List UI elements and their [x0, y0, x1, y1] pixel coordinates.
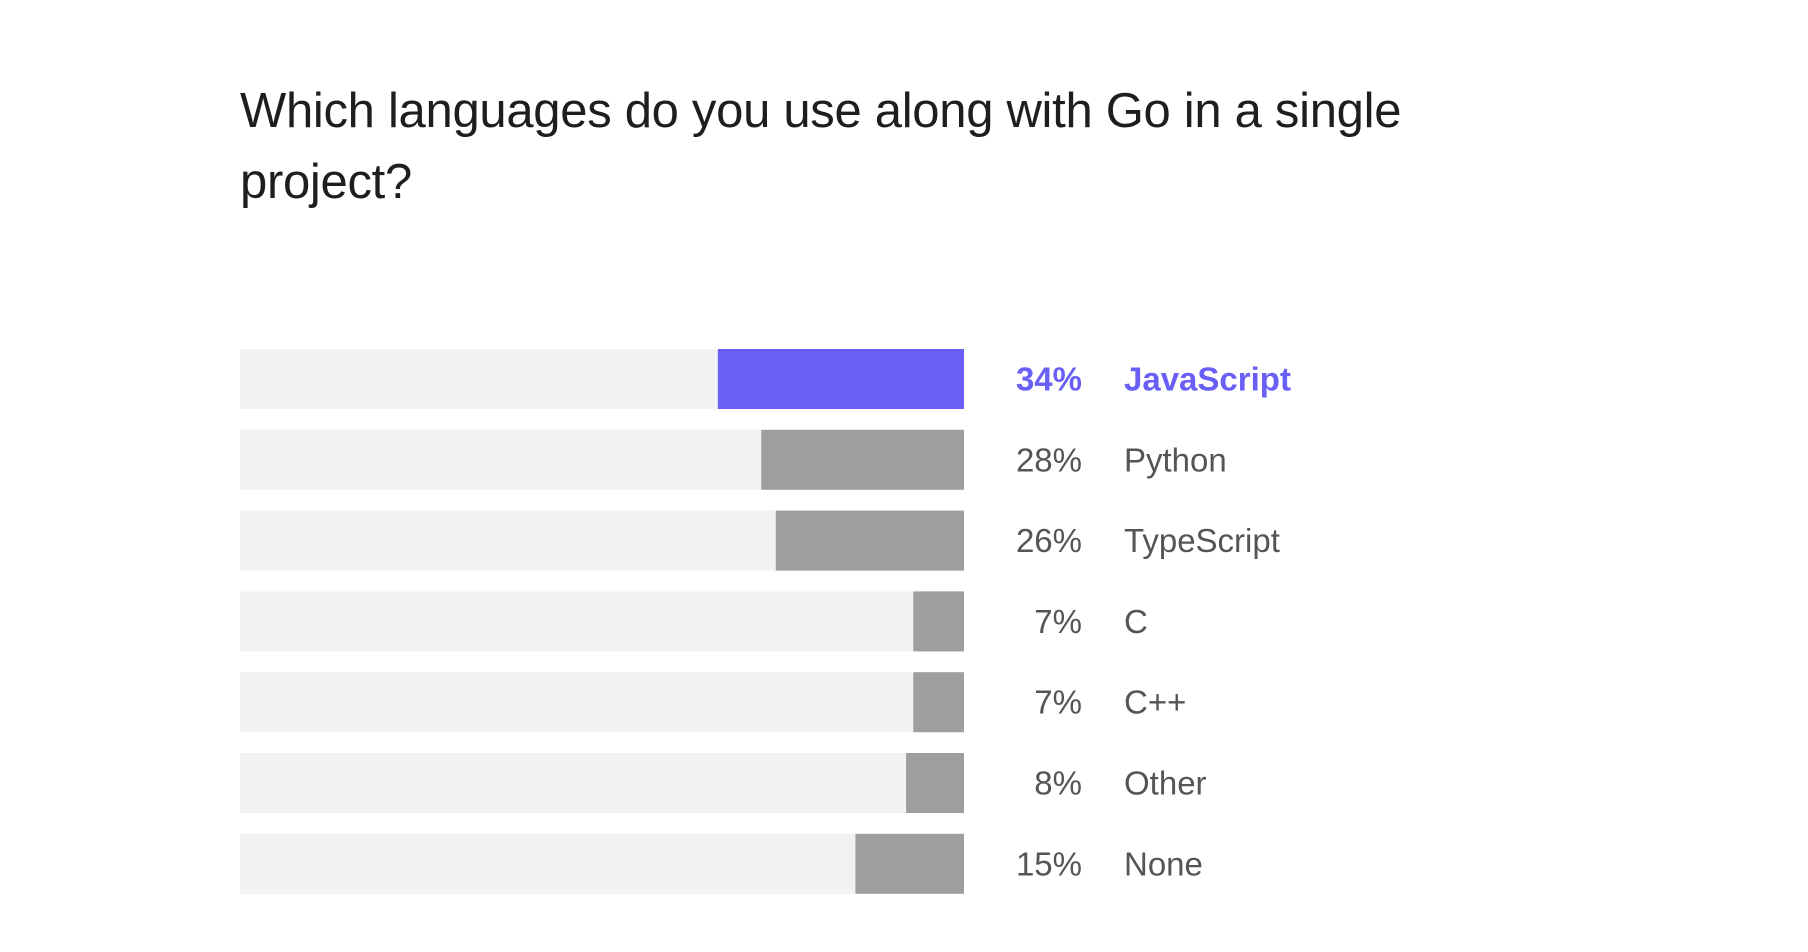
- bar-c: [913, 591, 964, 652]
- bar-track-none: [240, 833, 964, 894]
- value-label: 7%: [1034, 684, 1082, 721]
- category-label: C: [1124, 603, 1148, 640]
- bar-track-c-: [240, 672, 964, 733]
- chart-title: Which languages do you use along with Go…: [240, 84, 1402, 209]
- bar-none: [855, 833, 964, 894]
- category-label: None: [1124, 845, 1203, 882]
- category-label: TypeScript: [1124, 522, 1280, 559]
- bar-typescript: [775, 510, 964, 571]
- value-label: 28%: [1016, 441, 1082, 478]
- value-label: 34%: [1016, 361, 1082, 398]
- bar-track-c: [240, 591, 964, 652]
- value-label: 7%: [1034, 603, 1082, 640]
- category-label: Python: [1124, 441, 1227, 478]
- category-label: JavaScript: [1124, 361, 1291, 398]
- category-label: Other: [1124, 765, 1207, 802]
- bar-c-: [913, 672, 964, 733]
- bar-python: [761, 429, 964, 490]
- bar-other: [906, 753, 964, 813]
- bar-javascript: [717, 349, 964, 409]
- category-label: C++: [1124, 684, 1186, 721]
- value-label: 15%: [1016, 845, 1082, 882]
- bar-track-other: [240, 753, 964, 813]
- value-label: 8%: [1034, 765, 1082, 802]
- value-label: 26%: [1016, 522, 1082, 559]
